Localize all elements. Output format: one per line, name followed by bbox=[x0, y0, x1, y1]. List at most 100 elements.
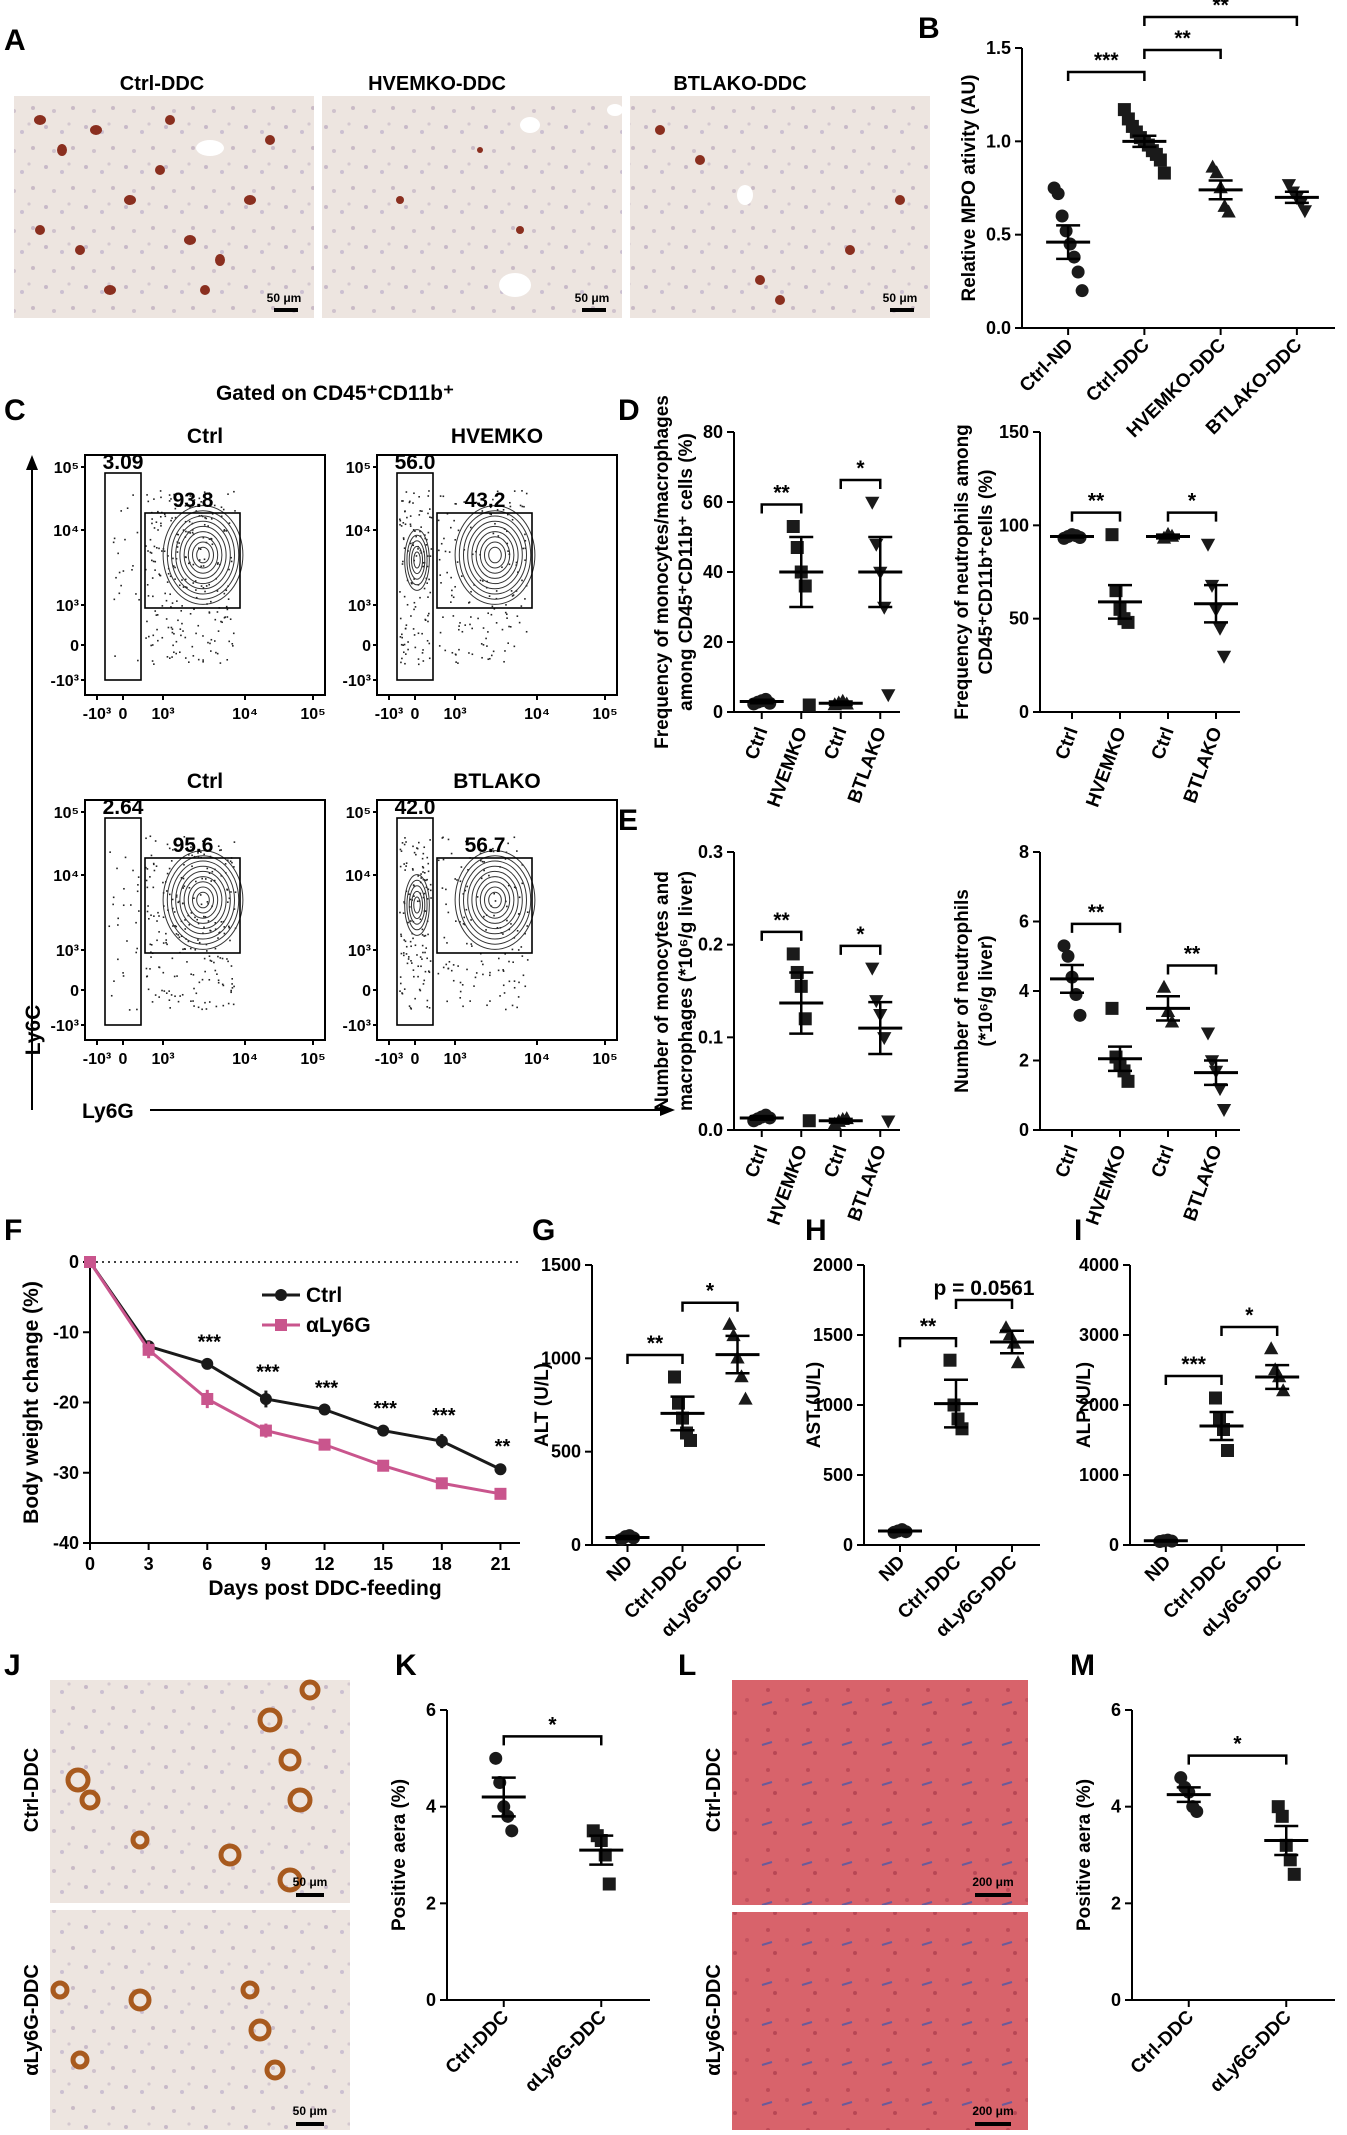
x-tick-label: 10⁴ bbox=[524, 706, 550, 723]
category-label: HVEMKO bbox=[1082, 725, 1130, 811]
micrograph-j-aly6g bbox=[50, 1910, 350, 2130]
x-axis-label: Days post DDC-feeding bbox=[208, 1577, 441, 1600]
legend-label: αLy6G bbox=[306, 1314, 371, 1337]
scalebar-label: 50 μm bbox=[575, 291, 610, 305]
flow-plot: Ctrl 3.09 93.8 10⁵ 10⁴ 10³ 0 -10³-10³ 0 10³ 10⁴ 10⁵ bbox=[51, 425, 326, 723]
panel-letter-K: K bbox=[395, 1649, 417, 1682]
gate-right-value: 93.8 bbox=[173, 489, 214, 512]
significance-label: *** bbox=[1094, 49, 1119, 72]
y-axis-label: Positive aera (%) bbox=[389, 1779, 410, 1931]
y-tick-label: 100 bbox=[999, 515, 1029, 535]
contour-lines bbox=[162, 850, 244, 950]
series-0 bbox=[84, 1256, 507, 1476]
y-tick-label: 0 bbox=[362, 638, 371, 655]
data-point bbox=[786, 947, 800, 961]
y-tick-label: 0.0 bbox=[698, 1120, 723, 1140]
data-point bbox=[1281, 179, 1297, 193]
gate-right bbox=[436, 512, 533, 609]
y-tick-label: 0 bbox=[426, 1990, 436, 2010]
scalebar-label: 200 μm bbox=[972, 2104, 1013, 2118]
y-tick-label: 6 bbox=[1111, 1700, 1121, 1720]
panel-letter-F: F bbox=[4, 1214, 22, 1247]
y-tick-label: 80 bbox=[703, 422, 723, 442]
y-tick-label: 0 bbox=[1109, 1535, 1119, 1555]
y-axis-label: AST (U/L) bbox=[804, 1362, 825, 1449]
x-tick-label: 0 bbox=[119, 1051, 128, 1068]
data-point bbox=[722, 1316, 737, 1330]
data-point bbox=[802, 1114, 816, 1128]
data-point bbox=[786, 520, 800, 533]
gate-left bbox=[396, 817, 434, 1026]
data-point bbox=[1212, 622, 1228, 636]
flow-plot-frame bbox=[84, 454, 326, 696]
legend-marker bbox=[275, 1319, 287, 1331]
data-point bbox=[1051, 187, 1065, 201]
gate-right-value: 43.2 bbox=[465, 489, 506, 512]
y-tick-label: 10⁵ bbox=[54, 460, 79, 477]
significance-bracket bbox=[1070, 511, 1122, 522]
data-point bbox=[1055, 209, 1069, 223]
y-tick-label: 0 bbox=[70, 983, 79, 1000]
panel-letter-J: J bbox=[4, 1649, 21, 1682]
y-axis-label: (*10⁶/g liver) bbox=[976, 935, 997, 1046]
y-tick-label: 3000 bbox=[1079, 1325, 1119, 1345]
y-tick-label: 1500 bbox=[541, 1255, 581, 1275]
data-point bbox=[865, 962, 880, 976]
y-tick-label: 1500 bbox=[813, 1325, 853, 1345]
category-label: HVEMKO bbox=[764, 725, 812, 811]
significance-label: ** bbox=[495, 1436, 511, 1458]
data-point bbox=[865, 496, 880, 510]
data-point bbox=[1153, 153, 1167, 167]
series-point bbox=[259, 1424, 272, 1437]
data-point bbox=[1209, 1391, 1222, 1405]
data-point bbox=[1221, 1444, 1234, 1457]
y-tick-label: 4 bbox=[1019, 981, 1029, 1001]
flow-plot-title: Ctrl bbox=[187, 425, 223, 448]
significance-bracket bbox=[1187, 1754, 1288, 1765]
significance-bracket bbox=[839, 944, 882, 955]
series-1 bbox=[84, 1256, 507, 1500]
y-tick-label: 0 bbox=[69, 1252, 79, 1272]
gate-right bbox=[144, 512, 241, 609]
data-point bbox=[1216, 1103, 1232, 1117]
series-point bbox=[201, 1392, 214, 1405]
flow-plot: BTLAKO 42.0 56.7 10⁵ 10⁴ 10³ 0 -10³-10³ 0 10³ 10⁴ 1… bbox=[343, 770, 618, 1068]
y-axis-label: Frequency of monocytes/macrophages bbox=[652, 395, 673, 749]
category-label: Ctrl-DDC bbox=[1127, 2006, 1199, 2078]
panel-letter-G: G bbox=[532, 1214, 555, 1247]
data-point bbox=[1287, 1867, 1301, 1881]
y-tick-label: 0 bbox=[1111, 1990, 1121, 2010]
ck19-ducts bbox=[50, 1679, 321, 2081]
series-point bbox=[377, 1459, 390, 1472]
series-point bbox=[435, 1477, 448, 1490]
data-point bbox=[1221, 204, 1236, 218]
stained-cells bbox=[34, 115, 905, 305]
flow-plot: Ctrl 2.64 95.6 10⁵ 10⁴ 10³ 0 -10³-10³ 0 10³ 10⁴ 10⁵ bbox=[51, 770, 326, 1068]
data-point bbox=[1071, 265, 1085, 279]
micrograph-l-ctrl bbox=[732, 1680, 1028, 1905]
data-point bbox=[1204, 579, 1220, 593]
category-label: BTLAKO bbox=[1180, 1143, 1227, 1225]
y-tick-label: 6 bbox=[426, 1700, 436, 1720]
significance-label: *** bbox=[198, 1331, 222, 1353]
data-point bbox=[1061, 949, 1075, 963]
micrograph-title-hvemko-ddc: HVEMKO-DDC bbox=[368, 73, 506, 95]
y-tick-label: -10³ bbox=[343, 1018, 371, 1035]
significance-label: ** bbox=[1088, 490, 1105, 513]
y-tick-label: 0 bbox=[571, 1535, 581, 1555]
x-tick-label: -10³ bbox=[375, 706, 403, 723]
micrograph-ctrl-ddc bbox=[14, 96, 314, 318]
significance-label: * bbox=[1233, 1733, 1242, 1756]
y-tick-label: 10⁴ bbox=[53, 868, 79, 885]
y-tick-label: 4 bbox=[426, 1797, 436, 1817]
significance-bracket bbox=[1143, 15, 1299, 26]
significance-bracket bbox=[1164, 1374, 1223, 1385]
chart-D1: 0 20 40 60 80 Frequency of monocytes/macropha… bbox=[652, 395, 903, 811]
significance-bracket bbox=[839, 478, 882, 489]
y-tick-label: 0.1 bbox=[698, 1027, 723, 1047]
micrograph-title-btlako-ddc: BTLAKO-DDC bbox=[673, 73, 806, 95]
category-label: Ctrl bbox=[1148, 725, 1179, 763]
flow-plot-title: Ctrl bbox=[187, 770, 223, 793]
